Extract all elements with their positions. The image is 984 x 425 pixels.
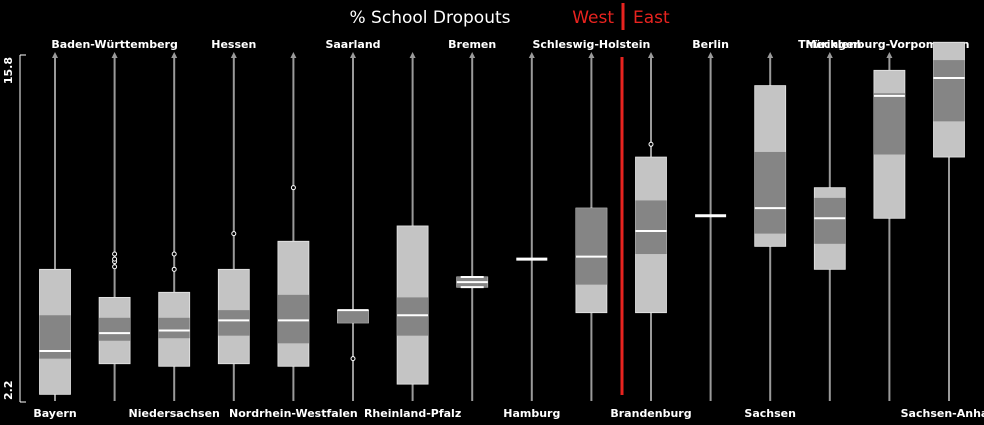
y-tick-min: 2.2 <box>2 381 15 401</box>
state-label-niedersachsen: Niedersachsen <box>129 407 220 420</box>
outlier-hessen-0 <box>231 231 237 237</box>
east-label: East <box>633 8 670 28</box>
whisker-arrow-sachsen <box>767 52 774 58</box>
median-line-hamburg <box>516 257 548 261</box>
whisker-arrow-saarland <box>350 52 356 58</box>
state-label-th-ringen: Thüringen <box>798 38 861 51</box>
state-label-rheinland-pfalz: Rheinland-Pfalz <box>364 407 461 420</box>
box-inner-nordrhein-westfalen <box>277 294 309 344</box>
box-inner-saarland <box>337 310 369 323</box>
whisker-arrow-nordrhein-westfalen <box>290 52 297 58</box>
whisker-arrow-niedersachsen <box>171 52 178 58</box>
state-label-saarland: Saarland <box>325 38 380 51</box>
box-inner-th-ringen <box>814 197 846 244</box>
whisker-arrow-schleswig-holstein <box>588 52 595 58</box>
outlier-niedersachsen-1 <box>171 251 177 257</box>
box-inner-mecklenburg-vorpommern <box>873 93 905 155</box>
box-inner-bayern <box>39 315 71 359</box>
box-inner-sachsen-anhalt <box>933 60 965 122</box>
whisker-arrow-hessen <box>230 52 237 58</box>
whisker-arrow-bayern <box>52 52 58 58</box>
state-label-berlin: Berlin <box>692 38 729 51</box>
west-label: West <box>572 8 614 28</box>
box-inner-schleswig-holstein <box>575 208 607 285</box>
state-label-mecklenburg-vorpommern: Mecklenburg-Vorpommern <box>805 38 969 51</box>
outlier-saarland-0 <box>350 356 356 362</box>
whisker-arrow-baden-w-rttemberg <box>111 52 118 58</box>
whisker-arrow-rheinland-pfalz <box>409 52 416 58</box>
y-tick-max: 15.8 <box>2 57 15 84</box>
state-label-bremen: Bremen <box>448 38 496 51</box>
box-inner-baden-w-rttemberg <box>99 317 131 341</box>
state-label-schleswig-holstein: Schleswig-Holstein <box>532 38 650 51</box>
box-inner-sachsen <box>754 151 786 234</box>
state-label-nordrhein-westfalen: Nordrhein-Westfalen <box>229 407 358 420</box>
whisker-arrow-bremen <box>469 52 476 58</box>
state-label-bayern: Bayern <box>33 407 76 420</box>
box-inner-hessen <box>218 310 250 336</box>
boxplot-series: Bayern Baden-Württemberg Niedersachsen Hess… <box>33 38 984 420</box>
state-label-hessen: Hessen <box>211 38 256 51</box>
chart-title: % School Dropouts <box>350 8 511 28</box>
outlier-baden-w-rttemberg-3 <box>112 251 118 257</box>
state-label-sachsen-anhalt: Sachsen-Anhalt <box>901 407 984 420</box>
box-inner-brandenburg <box>635 200 667 255</box>
median-line-berlin <box>695 214 727 218</box>
whisker-arrow-mecklenburg-vorpommern <box>886 52 893 58</box>
outlier-brandenburg-0 <box>648 141 654 147</box>
box-inner-niedersachsen <box>158 317 190 339</box>
outlier-niedersachsen-0 <box>171 266 177 272</box>
outlier-nordrhein-westfalen-0 <box>290 185 296 191</box>
state-label-sachsen: Sachsen <box>744 407 796 420</box>
whisker-arrow-hamburg <box>528 52 535 58</box>
state-label-hamburg: Hamburg <box>503 407 560 420</box>
whisker-arrow-th-ringen <box>826 52 833 58</box>
whisker-arrow-berlin <box>707 52 714 58</box>
state-label-baden-w-rttemberg: Baden-Württemberg <box>51 38 178 51</box>
outlier-baden-w-rttemberg-2 <box>112 256 118 262</box>
whisker-arrow-brandenburg <box>648 52 654 58</box>
box-inner-rheinland-pfalz <box>397 297 429 336</box>
state-label-brandenburg: Brandenburg <box>610 407 691 420</box>
outlier-baden-w-rttemberg-0 <box>112 264 118 270</box>
